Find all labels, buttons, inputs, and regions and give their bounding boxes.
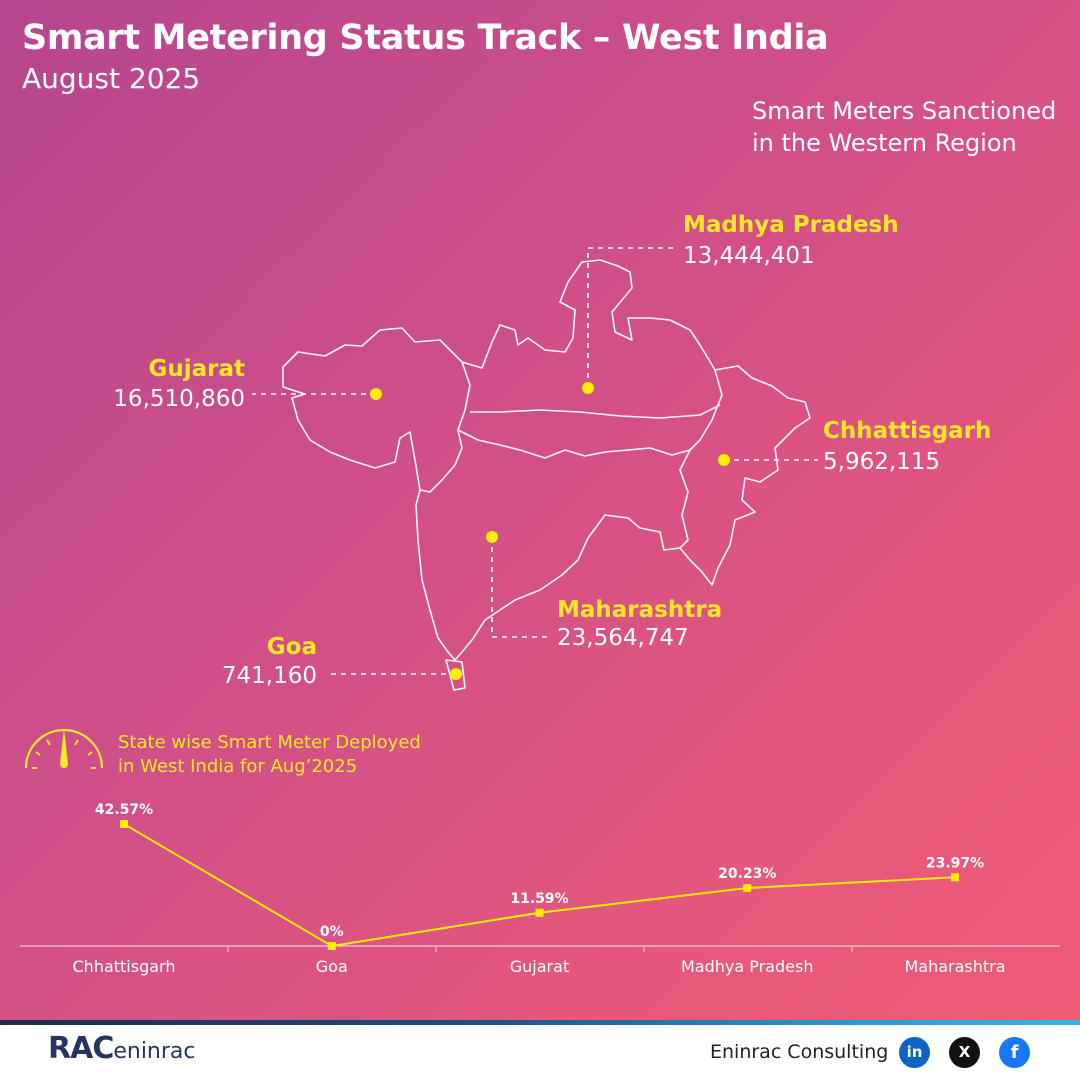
sanctioned-heading-line2: in the Western Region	[752, 129, 1017, 157]
series-line	[123, 823, 956, 948]
gujarat-border	[419, 361, 471, 493]
label-chhattisgarh-name: Chhattisgarh	[823, 418, 992, 444]
label-maharashtra-value: 23,564,747	[557, 625, 689, 651]
gauge-icon	[24, 728, 104, 769]
marker-chhattisgarh	[718, 454, 730, 466]
data-point-0	[120, 820, 128, 828]
label-madhya-pradesh-value: 13,444,401	[683, 243, 815, 269]
data-point-2	[535, 908, 544, 917]
deployment-title: State wise Smart Meter Deployed in West …	[118, 731, 421, 779]
marker-goa	[450, 668, 462, 680]
label-chhattisgarh-value: 5,962,115	[823, 449, 941, 475]
category-label-3: Madhya Pradesh	[681, 957, 814, 976]
sanctioned-heading-line1: Smart Meters Sanctioned	[752, 97, 1057, 125]
footer-accent-bar	[0, 1020, 1080, 1025]
category-label-0: Chhattisgarh	[73, 957, 176, 976]
label-goa-value: 741,160	[221, 663, 317, 689]
data-label-0: 42.57%	[95, 802, 153, 818]
label-gujarat-name: Gujarat	[148, 356, 245, 382]
deployment-title-line2: in West India for Aug’2025	[118, 756, 358, 777]
mp-river-edge	[470, 404, 721, 419]
region-outline	[282, 259, 811, 661]
linkedin-icon[interactable]: in	[899, 1037, 930, 1068]
data-point-3	[743, 884, 752, 893]
data-label-1: 0%	[320, 924, 344, 940]
chhattisgarh-border	[679, 369, 723, 549]
category-label-2: Gujarat	[510, 957, 569, 976]
data-label-3: 20.23%	[718, 866, 776, 882]
page-subtitle: August 2025	[22, 62, 201, 95]
marker-madhya-pradesh	[582, 382, 594, 394]
page-title: Smart Metering Status Track – West India	[22, 18, 829, 58]
marker-gujarat	[370, 388, 382, 400]
deployment-line-chart: 42.57% Chhattisgarh 0% Goa 11.59% Gujarat 20.2…	[20, 802, 1060, 976]
x-twitter-icon[interactable]: X	[949, 1037, 980, 1068]
facebook-icon[interactable]: f	[999, 1037, 1030, 1068]
category-label-4: Maharashtra	[904, 957, 1005, 976]
label-madhya-pradesh-name: Madhya Pradesh	[683, 212, 899, 238]
marker-maharashtra	[486, 531, 498, 543]
goa-outline	[445, 659, 466, 691]
west-india-map	[282, 247, 811, 691]
leader-maharashtra	[491, 537, 552, 638]
category-label-1: Goa	[316, 957, 348, 976]
sanctioned-heading: Smart Meters Sanctioned in the Western R…	[752, 95, 1056, 159]
eninrac-logo: RACeninrac	[48, 1031, 196, 1066]
data-label-2: 11.59%	[510, 891, 568, 907]
footer: RACeninrac Eninrac Consulting in X f	[0, 1025, 1080, 1080]
label-goa-name: Goa	[266, 634, 317, 660]
deployment-title-line1: State wise Smart Meter Deployed	[118, 732, 421, 753]
company-name: Eninrac Consulting	[710, 1041, 889, 1063]
label-gujarat-value: 16,510,860	[113, 386, 245, 412]
leader-madhya-pradesh	[587, 247, 678, 388]
data-point-4	[951, 873, 959, 882]
data-point-1	[327, 942, 336, 950]
label-maharashtra-name: Maharashtra	[557, 597, 723, 623]
data-label-4: 23.97%	[926, 855, 984, 871]
mp-maharashtra-border	[457, 429, 691, 459]
